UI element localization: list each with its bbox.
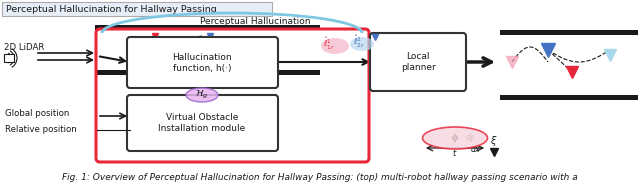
Text: $\hat{\ell}_{2r}^2$: $\hat{\ell}_{2r}^2$ [353,34,365,50]
Ellipse shape [190,36,210,50]
FancyBboxPatch shape [127,37,278,88]
FancyBboxPatch shape [127,95,278,151]
Text: $\hat{\ell}_{1r}^1$: $\hat{\ell}_{1r}^1$ [323,36,335,52]
Text: Virtual Obstacle
Installation module: Virtual Obstacle Installation module [158,113,246,133]
Ellipse shape [350,37,374,51]
Ellipse shape [321,38,349,54]
Text: $\ell_t^1$: $\ell_t^1$ [147,33,156,48]
Bar [95,70,320,75]
Text: Global position: Global position [5,108,69,117]
Ellipse shape [186,88,218,102]
Text: Perceptual Hallucination for Hallway Passing: Perceptual Hallucination for Hallway Pas… [6,4,217,14]
Bar [500,30,638,35]
Text: Perceptual Hallucination: Perceptual Hallucination [200,18,310,26]
Ellipse shape [422,127,488,149]
Text: $\mathcal{H}_g$: $\mathcal{H}_g$ [195,89,209,101]
FancyBboxPatch shape [2,2,272,16]
Text: $t$: $t$ [452,147,458,159]
Text: Local
planner: Local planner [401,52,435,72]
Text: Fig. 1: Overview of Perceptual Hallucination for Hallway Passing: (top) multi-ro: Fig. 1: Overview of Perceptual Hallucina… [62,172,578,181]
Text: $dx$: $dx$ [470,144,481,154]
Text: $\xi$: $\xi$ [490,134,498,148]
Text: $\ell_t^2$: $\ell_t^2$ [194,33,204,48]
Bar [4,54,14,62]
Text: 2D LiDAR: 2D LiDAR [4,43,44,53]
Bar [95,25,320,30]
Text: Hallucination
function, h(·): Hallucination function, h(·) [172,53,232,73]
Text: $dy$: $dy$ [465,130,476,144]
FancyBboxPatch shape [370,33,466,91]
Ellipse shape [144,36,166,50]
Text: Relative position: Relative position [5,125,77,134]
Bar [500,95,638,100]
